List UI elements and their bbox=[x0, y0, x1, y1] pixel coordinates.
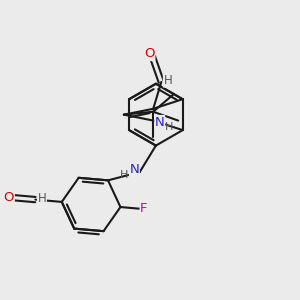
Text: H: H bbox=[120, 170, 129, 180]
Text: H: H bbox=[164, 74, 172, 87]
Text: F: F bbox=[140, 202, 148, 215]
Text: O: O bbox=[4, 191, 14, 204]
Text: N: N bbox=[130, 163, 139, 176]
Text: O: O bbox=[144, 47, 155, 61]
Text: N: N bbox=[155, 116, 165, 128]
Text: H: H bbox=[165, 122, 174, 132]
Text: H: H bbox=[38, 192, 46, 205]
